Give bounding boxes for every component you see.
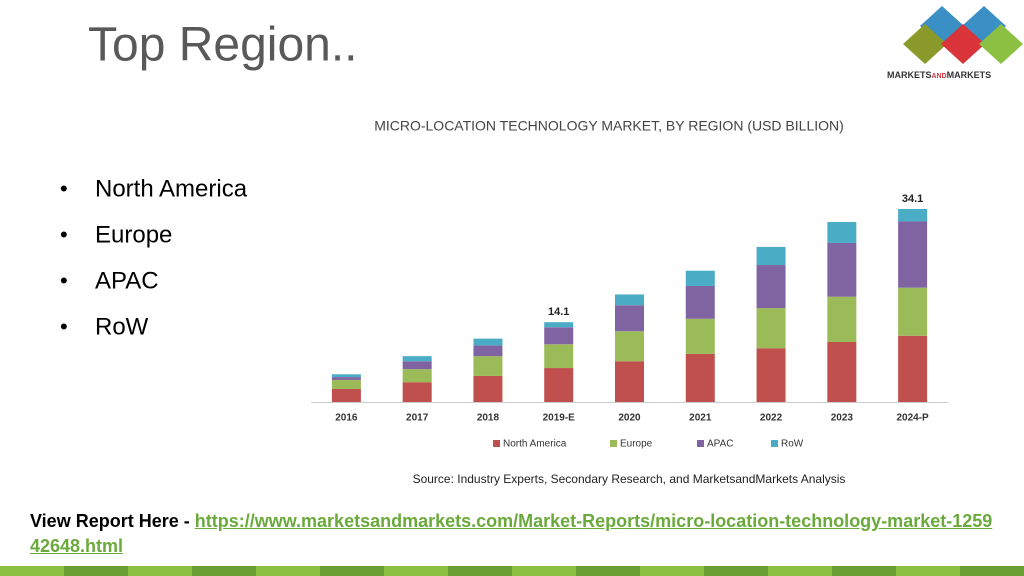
bullet-text: RoW [95,313,149,340]
bar-segment [615,294,644,306]
x-tick-label: 2018 [477,413,500,424]
legend-label: North America [503,439,567,450]
stripe-block [832,566,896,576]
bar-segment [898,221,928,288]
legend-label: Europe [620,439,653,450]
logo-shape [941,24,985,64]
bar-segment [544,344,574,369]
bar-segment [402,356,432,362]
bar-segment [756,308,786,349]
stripe-block [0,566,64,576]
bullet-dot: • [60,222,68,247]
bar-segment [756,348,786,402]
bar-segment [615,305,644,332]
bar-segment [473,356,503,376]
bar-segment [331,374,361,378]
bar-segment [827,242,857,297]
stripe-block [192,566,256,576]
footer-label: View Report Here - [30,511,195,531]
logo-shape [903,24,947,64]
bar-segment [473,338,503,346]
chart-source: Source: Industry Experts, Secondary Rese… [413,472,846,486]
logo-shape [979,24,1023,64]
bar-segment [756,265,786,309]
x-tick-label: 2022 [760,413,783,424]
legend-swatch [771,440,778,447]
stripe-block [320,566,384,576]
bullet-dot: • [60,268,68,293]
bullet-dot: • [60,314,68,339]
stripe-block [448,566,512,576]
bar-segment [402,361,432,370]
stripe-block [960,566,1024,576]
stripe-block [256,566,320,576]
stripe-block [704,566,768,576]
logo-text-part: AND [932,73,947,80]
bar-segment [898,209,928,222]
bullet-dot: • [60,176,68,201]
bar-segment [331,377,361,380]
logo-text: MARKETSANDMARKETS [887,70,991,80]
bar-segment [827,296,857,343]
x-tick-label: 2020 [618,413,641,424]
bar-segment [473,345,503,357]
bar-segment [827,342,857,402]
bar-segment [544,322,574,328]
bar-segment [685,270,715,286]
chart-title: MICRO-LOCATION TECHNOLOGY MARKET, BY REG… [374,118,844,134]
bar-segment [685,353,715,402]
bottom-stripe [0,566,1024,576]
legend-swatch [697,440,704,447]
legend-swatch [493,440,500,447]
bar-segment [402,369,432,383]
stripe-block [128,566,192,576]
logo-text-part: MARKETS [947,70,992,80]
bar-segment [402,382,432,402]
bar-segment [331,388,361,402]
stripe-block [576,566,640,576]
stripe-block [896,566,960,576]
bullet-text: Europe [95,221,172,248]
legend-label: RoW [781,439,804,450]
stripe-block [64,566,128,576]
logo-text-part: MARKETS [887,70,932,80]
total-label: 14.1 [548,306,569,318]
bar-segment [615,361,644,402]
legend-label: APAC [707,439,734,450]
bar-segment [544,327,574,345]
bar-segment [685,318,715,354]
bar-segment [615,331,644,362]
stripe-block [640,566,704,576]
bar-segment [898,287,928,336]
bullet-text: APAC [95,267,159,294]
bar-segment [331,379,361,389]
stripe-block [768,566,832,576]
stripe-block [384,566,448,576]
bar-segment [473,375,503,402]
bar-segment [898,335,928,402]
bar-segment [685,285,715,319]
legend-swatch [610,440,617,447]
x-tick-label: 2016 [335,413,358,424]
footer: View Report Here - https://www.marketsan… [30,509,998,559]
bullet-text: North America [95,175,248,202]
bar-segment [756,246,786,266]
bar-segment [544,368,574,402]
x-tick-label: 2017 [406,413,429,424]
x-tick-label: 2023 [831,413,854,424]
x-tick-label: 2024-P [896,413,929,424]
slide-title: Top Region.. [88,19,358,72]
stripe-block [512,566,576,576]
x-tick-label: 2019-E [543,413,576,424]
logo: MARKETSANDMARKETS [887,6,1023,80]
total-label: 34.1 [902,193,923,205]
x-tick-label: 2021 [689,413,712,424]
bar-segment [827,222,857,243]
report-link[interactable]: https://www.marketsandmarkets.com/Market… [30,511,993,556]
